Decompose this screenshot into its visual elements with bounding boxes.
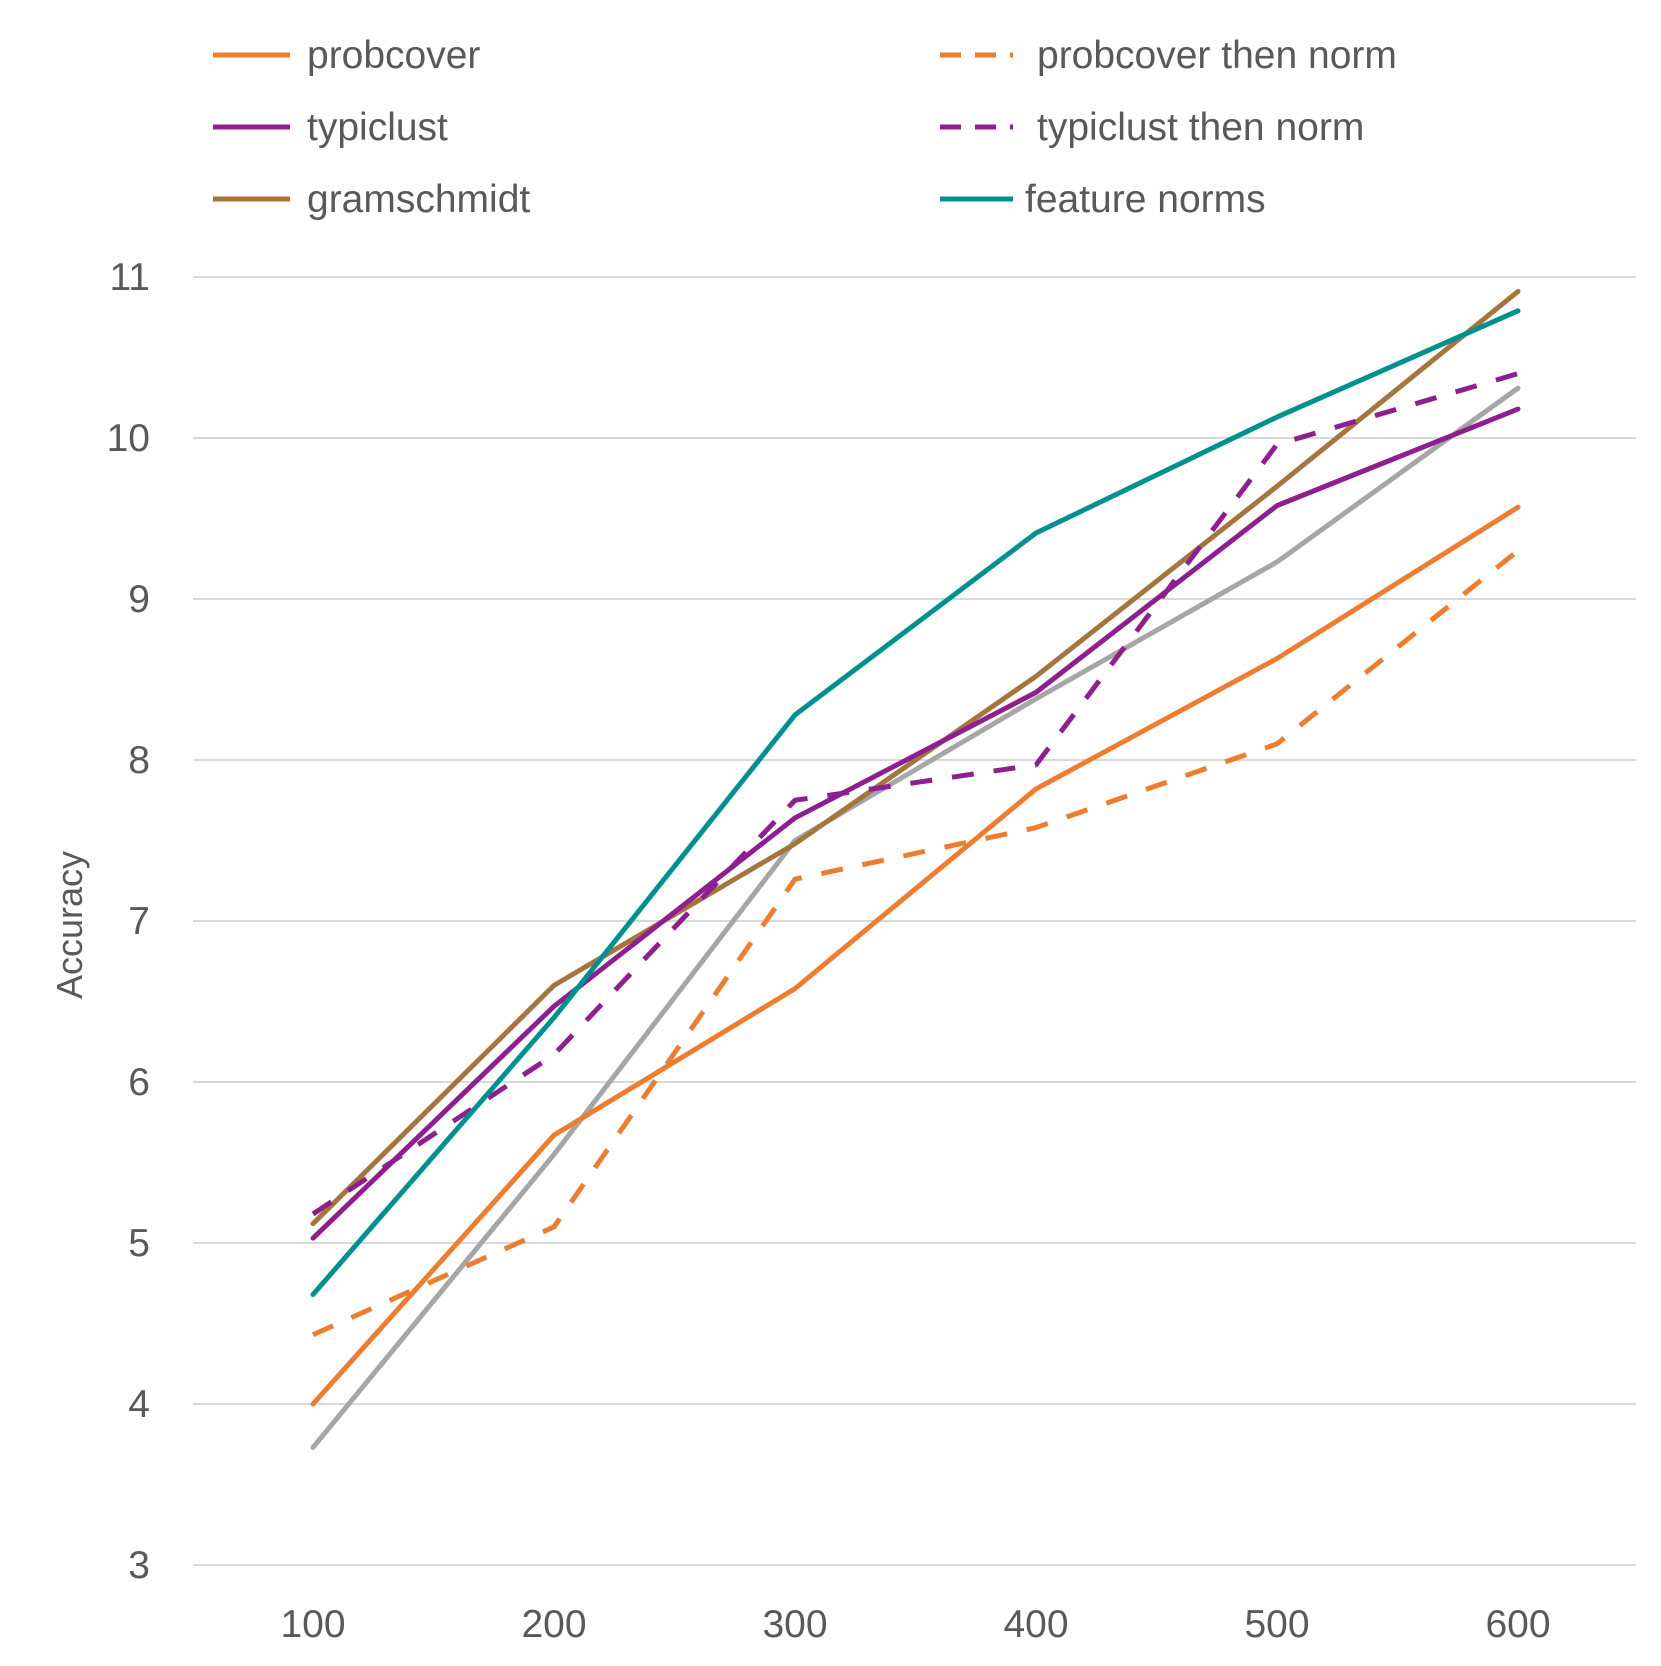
x-axis-ticks: 100 200 300 400 500 600 [280, 1603, 1550, 1646]
legend: probcover probcover then norm typiclust typ… [213, 34, 1397, 221]
y-tick-label: 3 [128, 1544, 150, 1587]
x-tick-label: 200 [521, 1603, 586, 1646]
y-axis-title: Accuracy [49, 851, 90, 999]
x-tick-label: 300 [762, 1603, 827, 1646]
legend-label: probcover [307, 34, 480, 77]
y-tick-label: 11 [110, 256, 151, 299]
x-tick-label: 400 [1003, 1603, 1068, 1646]
legend-label: gramschmidt [307, 178, 530, 221]
y-tick-label: 6 [128, 1061, 150, 1104]
x-tick-label: 500 [1244, 1603, 1309, 1646]
y-tick-label: 8 [128, 739, 150, 782]
legend-label: feature norms [1025, 178, 1266, 221]
legend-label: typiclust then norm [1037, 106, 1364, 149]
y-axis-ticks: 3 4 5 6 7 8 9 10 11 [107, 256, 150, 1587]
series-line-unlabeled-gray [310, 385, 1521, 1450]
x-tick-label: 600 [1485, 1603, 1550, 1646]
series-line-probcover-then-norm [311, 548, 1520, 1338]
series-lines [310, 288, 1521, 1450]
series-line-probcover [310, 504, 1521, 1407]
series-line-typiclust-then-norm [311, 371, 1519, 1217]
x-tick-label: 100 [280, 1603, 345, 1646]
legend-label: typiclust [307, 106, 448, 149]
y-tick-label: 9 [128, 578, 150, 621]
gridlines [193, 276, 1636, 1566]
series-line-typiclust [310, 406, 1521, 1241]
y-tick-label: 5 [128, 1222, 150, 1265]
series-line-feature-norms [310, 308, 1521, 1298]
legend-label: probcover then norm [1037, 34, 1397, 77]
y-tick-label: 4 [128, 1383, 150, 1426]
y-tick-label: 10 [107, 417, 150, 460]
y-tick-label: 7 [128, 900, 150, 943]
series-line-gramschmidt [310, 288, 1521, 1227]
